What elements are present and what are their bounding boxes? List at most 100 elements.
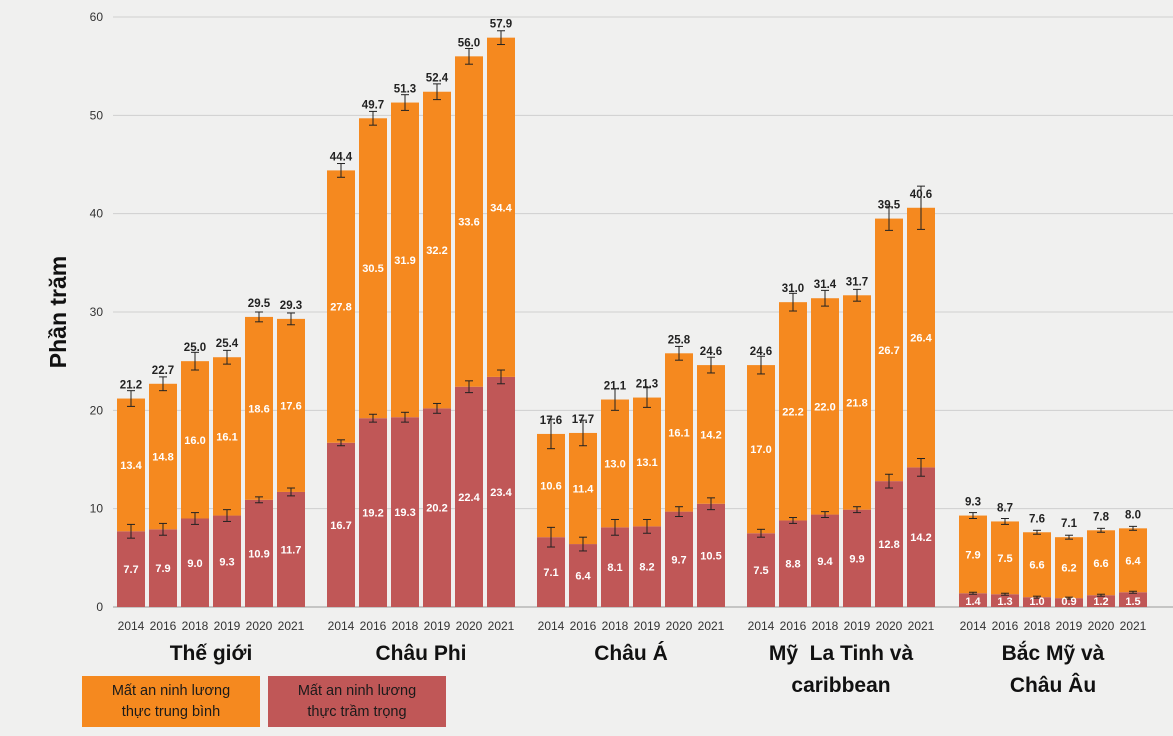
moderate-bar: [779, 302, 807, 521]
group-label: Thế giới: [170, 642, 253, 665]
total-label: 31.0: [782, 283, 804, 295]
x-tick-label: 2021: [278, 619, 305, 633]
moderate-value-label: 27.8: [330, 302, 351, 314]
x-tick-label: 2014: [328, 619, 355, 633]
total-label: 22.7: [152, 365, 174, 377]
moderate-bar: [569, 432, 597, 545]
total-label: 40.6: [910, 189, 932, 201]
moderate-bar: [907, 207, 935, 468]
moderate-value-label: 22.0: [814, 401, 835, 413]
moderate-value-label: 16.0: [184, 435, 205, 447]
moderate-bar: [455, 56, 483, 387]
moderate-bar: [1023, 532, 1051, 598]
total-label: 57.9: [490, 19, 512, 31]
moderate-bar: [213, 357, 241, 516]
total-label: 29.5: [248, 298, 271, 310]
moderate-value-label: 32.2: [426, 245, 447, 257]
total-label: 24.6: [750, 346, 772, 358]
severe-value-label: 12.8: [878, 539, 899, 551]
moderate-value-label: 17.6: [280, 400, 301, 412]
severe-bar: [1023, 597, 1051, 607]
y-tick-labels: 0 10 20 30 40 50 60: [90, 10, 104, 614]
moderate-value-label: 6.6: [1029, 560, 1044, 572]
x-tick-label: 2014: [748, 619, 775, 633]
x-tick-label: 2019: [634, 619, 661, 633]
x-tick-label: 2019: [1056, 619, 1083, 633]
moderate-value-label: 17.0: [750, 444, 771, 456]
total-label: 21.3: [636, 379, 658, 391]
moderate-value-label: 6.2: [1061, 563, 1076, 575]
x-tick-label: 2016: [150, 619, 177, 633]
severe-bar: [907, 467, 935, 607]
severe-value-label: 7.7: [123, 564, 138, 576]
moderate-bar: [181, 361, 209, 519]
total-label: 21.1: [604, 381, 627, 393]
severe-value-label: 10.9: [248, 548, 269, 560]
severe-value-label: 10.5: [700, 550, 721, 562]
severe-bar: [665, 511, 693, 607]
x-tick-label: 2020: [246, 619, 273, 633]
severe-bar: [991, 594, 1019, 607]
total-label: 7.1: [1061, 518, 1078, 530]
total-label: 31.7: [846, 276, 868, 288]
value-labels: 21.2 13.4 7.7 22.7 14.8 7.9 25.0 16.0 9.0 25.4 16.…: [120, 19, 1142, 608]
total-label: 7.8: [1093, 511, 1110, 523]
group-label: Bắc Mỹ và: [1002, 641, 1105, 665]
legend-moderate: Mất an ninh lương thực trung bình: [82, 676, 260, 727]
moderate-bar: [359, 118, 387, 419]
x-tick-label: 2021: [698, 619, 725, 633]
total-label: 25.4: [216, 338, 239, 350]
bars: [117, 37, 1147, 607]
total-label: 21.2: [120, 380, 142, 392]
severe-value-label: 14.2: [910, 532, 931, 544]
severe-bar: [455, 386, 483, 607]
moderate-bar: [277, 318, 305, 492]
severe-value-label: 0.9: [1061, 596, 1076, 608]
group-label: Mỹ La Tinh và: [769, 642, 914, 665]
moderate-bar: [117, 398, 145, 532]
severe-bar: [327, 442, 355, 607]
error-bars: [127, 30, 1137, 600]
x-tick-label: 2021: [1120, 619, 1147, 633]
severe-bar: [359, 418, 387, 607]
moderate-value-label: 33.6: [458, 217, 479, 229]
severe-value-label: 7.9: [155, 563, 170, 575]
severe-bar: [117, 531, 145, 607]
moderate-bar: [811, 298, 839, 515]
group-label: Châu Phi: [375, 642, 466, 665]
moderate-bar: [991, 521, 1019, 595]
severe-bar: [181, 518, 209, 607]
moderate-value-label: 21.8: [846, 397, 867, 409]
legend-moderate-label: Mất an ninh lương thực trung bình: [111, 682, 231, 720]
moderate-value-label: 10.6: [540, 481, 561, 493]
moderate-bar: [665, 353, 693, 512]
group-label: Châu Âu: [1010, 673, 1096, 697]
moderate-value-label: 22.2: [782, 406, 803, 418]
moderate-bar: [245, 316, 273, 500]
severe-value-label: 22.4: [458, 492, 480, 504]
moderate-bar: [1055, 537, 1083, 599]
group-label: Châu Á: [594, 642, 668, 665]
moderate-value-label: 6.4: [1125, 555, 1141, 567]
severe-bar: [811, 514, 839, 607]
total-label: 9.3: [965, 497, 981, 509]
severe-bar: [423, 408, 451, 607]
x-tick-label: 2020: [456, 619, 483, 633]
severe-bar: [391, 417, 419, 607]
moderate-value-label: 26.7: [878, 345, 899, 357]
severe-value-label: 23.4: [490, 487, 512, 499]
moderate-bar: [1119, 528, 1147, 593]
severe-value-label: 8.8: [785, 559, 800, 571]
severe-value-label: 8.1: [607, 562, 622, 574]
moderate-value-label: 7.9: [965, 549, 980, 561]
severe-bar: [569, 544, 597, 607]
severe-value-label: 7.5: [753, 565, 768, 577]
moderate-value-label: 16.1: [668, 427, 689, 439]
severe-bar: [537, 537, 565, 607]
severe-value-label: 7.1: [543, 567, 558, 579]
moderate-value-label: 7.5: [997, 553, 1012, 565]
legend-severe-label: Mất an ninh lương thực trầm trọng: [297, 682, 417, 720]
x-tick-label: 2014: [538, 619, 565, 633]
